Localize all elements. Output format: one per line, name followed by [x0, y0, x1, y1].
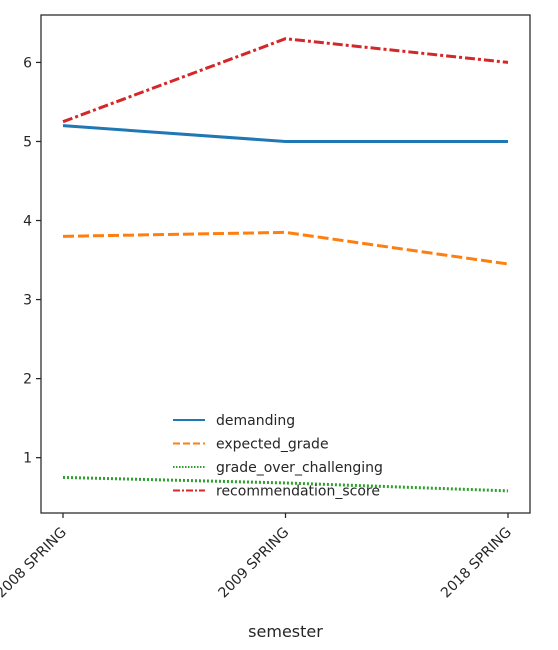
y-tick-label: 1 — [23, 451, 32, 467]
legend-label: recommendation_score — [216, 484, 380, 500]
y-axis: 1 2 3 4 5 6 — [23, 55, 41, 467]
x-tick-label: 2009 SPRING — [216, 525, 293, 602]
legend-label: grade_over_challenging — [216, 460, 383, 476]
legend-label: demanding — [216, 413, 295, 429]
legend-label: expected_grade — [216, 437, 329, 453]
y-tick-label: 5 — [23, 134, 32, 150]
series-line-demanding — [62, 124, 508, 143]
x-axis-label: semester — [248, 622, 323, 641]
y-tick-label: 2 — [23, 372, 32, 388]
series-line-recommendation-score — [62, 37, 509, 124]
legend: demanding expected_grade grade_over_challe… — [173, 413, 383, 500]
y-tick-label: 3 — [23, 293, 32, 309]
series-line-expected-grade — [62, 230, 509, 266]
x-axis: 2008 SPRING 2009 SPRING 2018 SPRING — [0, 513, 515, 601]
y-tick-label: 4 — [23, 214, 32, 230]
x-tick-label: 2008 SPRING — [0, 525, 70, 602]
x-tick-label: 2018 SPRING — [438, 525, 515, 602]
series-lines — [62, 37, 509, 493]
y-tick-label: 6 — [23, 55, 32, 71]
